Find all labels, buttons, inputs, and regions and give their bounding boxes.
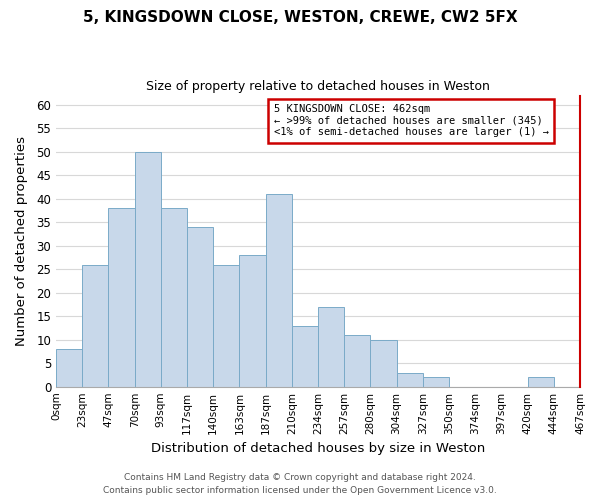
Bar [370,340,397,386]
Text: Contains HM Land Registry data © Crown copyright and database right 2024.
Contai: Contains HM Land Registry data © Crown c… [103,474,497,495]
Y-axis label: Number of detached properties: Number of detached properties [15,136,28,346]
Bar [187,227,213,386]
Bar [239,255,266,386]
Title: Size of property relative to detached houses in Weston: Size of property relative to detached ho… [146,80,490,93]
Bar [109,208,134,386]
Bar [213,264,239,386]
Bar [344,335,370,386]
Bar [56,349,82,387]
Bar [423,378,449,386]
Text: 5 KINGSDOWN CLOSE: 462sqm
← >99% of detached houses are smaller (345)
<1% of sem: 5 KINGSDOWN CLOSE: 462sqm ← >99% of deta… [274,104,548,138]
X-axis label: Distribution of detached houses by size in Weston: Distribution of detached houses by size … [151,442,485,455]
Bar [397,372,423,386]
Bar [161,208,187,386]
Bar [292,326,318,386]
Bar [318,307,344,386]
Bar [134,152,161,386]
Text: 5, KINGSDOWN CLOSE, WESTON, CREWE, CW2 5FX: 5, KINGSDOWN CLOSE, WESTON, CREWE, CW2 5… [83,10,517,25]
Bar [527,378,554,386]
Bar [266,194,292,386]
Bar [82,264,109,386]
